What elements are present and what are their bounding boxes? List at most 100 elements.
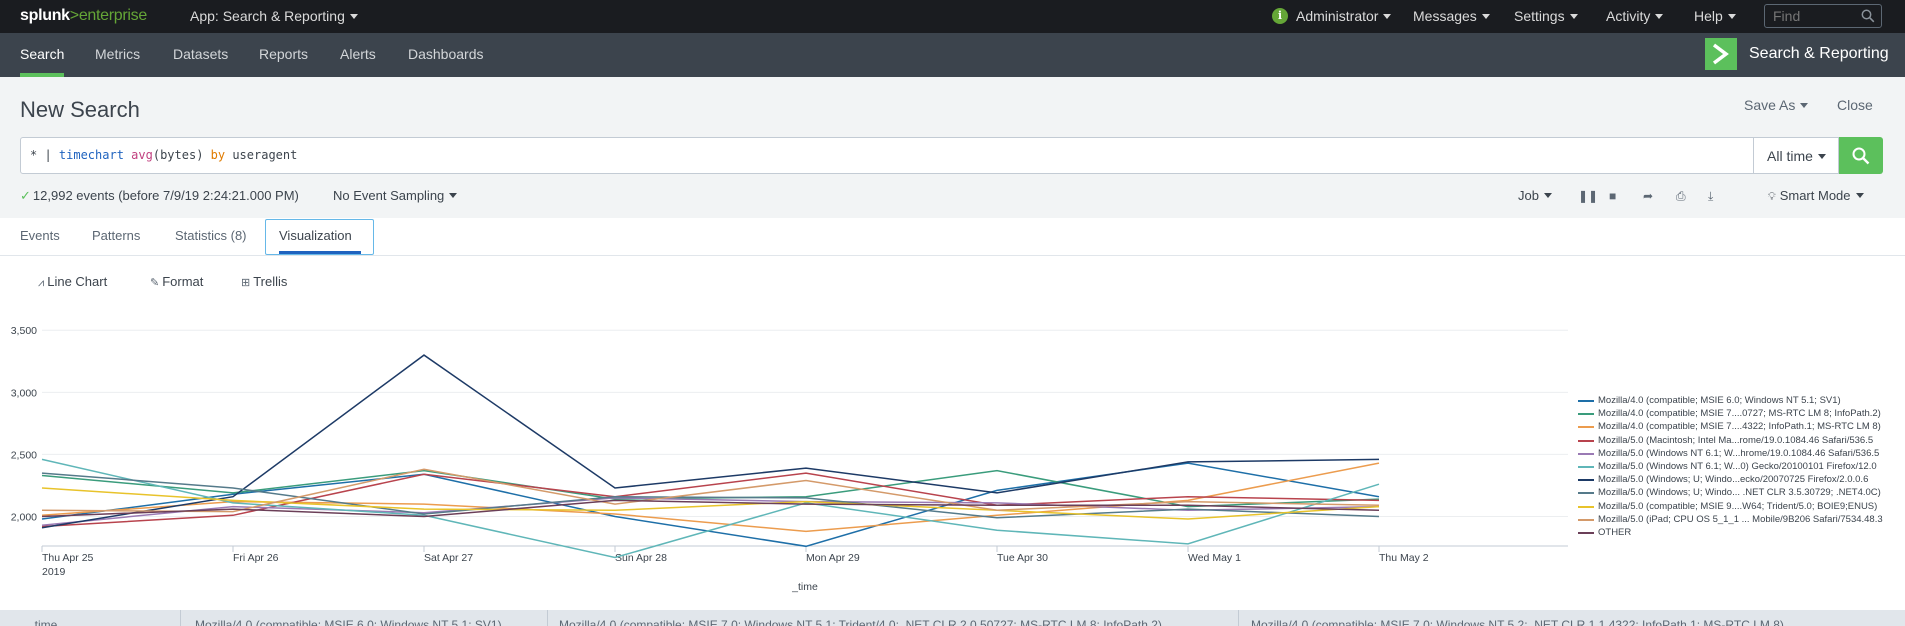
active-tab-indicator — [20, 73, 64, 77]
active-tab-indicator — [279, 251, 361, 254]
chart-type-button[interactable]: ⩘ Line Chart — [38, 274, 108, 289]
legend-item[interactable]: Mozilla/5.0 (Windows; U; Windo... .NET C… — [1578, 486, 1883, 499]
legend-label: Mozilla/4.0 (compatible; MSIE 6.0; Windo… — [1598, 395, 1841, 406]
tab-reports[interactable]: Reports — [259, 46, 309, 62]
app-logo-icon — [1705, 38, 1737, 70]
legend-swatch — [1578, 505, 1594, 508]
x-tick-label: Wed May 1 — [1188, 552, 1241, 564]
close-button[interactable]: Close — [1837, 97, 1873, 113]
legend-item[interactable]: Mozilla/4.0 (compatible; MSIE 7....0727;… — [1578, 407, 1883, 420]
share-icon[interactable]: ➦ — [1643, 189, 1654, 203]
format-button[interactable]: ✎ Format — [150, 274, 204, 289]
legend-swatch — [1578, 479, 1594, 482]
tab-search[interactable]: Search — [20, 46, 65, 62]
y-tick-label: 2,000 — [11, 512, 37, 524]
legend-item[interactable]: Mozilla/4.0 (compatible; MSIE 7....4322;… — [1578, 420, 1883, 433]
grid-icon: ⊞ — [241, 277, 251, 289]
x-tick-label: Sat Apr 27 — [424, 552, 473, 564]
x-tick-label: Thu Apr 25 — [42, 552, 94, 564]
chevron-down-icon — [1800, 103, 1809, 108]
x-axis-label: _time — [791, 581, 818, 593]
legend-item[interactable]: OTHER — [1578, 526, 1883, 539]
trellis-button[interactable]: ⊞ Trellis — [241, 274, 288, 289]
legend-swatch — [1578, 492, 1594, 495]
messages-menu[interactable]: Messages — [1413, 8, 1490, 24]
page-title: New Search — [20, 97, 140, 122]
app-menu[interactable]: App: Search & Reporting — [190, 8, 358, 24]
search-mode-menu[interactable]: 💡︎ Smart Mode — [1768, 188, 1864, 204]
event-sampling-menu[interactable]: No Event Sampling — [333, 188, 458, 203]
find-box — [1764, 4, 1882, 28]
legend-item[interactable]: Mozilla/5.0 (Macintosh; Intel Ma...rome/… — [1578, 434, 1883, 447]
administrator-menu[interactable]: Administrator — [1296, 8, 1392, 24]
column-header-time[interactable]: _time — [28, 618, 58, 626]
x-tick-year-label: 2019 — [42, 566, 66, 578]
legend-item[interactable]: Mozilla/5.0 (compatible; MSIE 9....W64; … — [1578, 500, 1883, 513]
search-icon — [1852, 147, 1870, 165]
help-menu[interactable]: Help — [1694, 8, 1736, 24]
chart-legend: Mozilla/4.0 (compatible; MSIE 6.0; Windo… — [1578, 394, 1883, 539]
save-as-button[interactable]: Save As — [1744, 97, 1809, 113]
chevron-down-icon — [349, 14, 358, 19]
job-menu[interactable]: Job — [1518, 188, 1552, 203]
legend-item[interactable]: Mozilla/5.0 (Windows NT 6.1; W...0) Geck… — [1578, 460, 1883, 473]
column-header[interactable]: Mozilla/4.0 (compatible; MSIE 7.0; Windo… — [1251, 618, 1784, 626]
legend-swatch — [1578, 400, 1594, 402]
tab-dashboards[interactable]: Dashboards — [408, 46, 484, 62]
search-icon[interactable] — [1861, 9, 1875, 23]
series-line — [41, 499, 1380, 518]
stop-icon[interactable]: ■ — [1609, 189, 1617, 203]
column-header[interactable]: Mozilla/4.0 (compatible; MSIE 7.0; Windo… — [559, 618, 1162, 626]
legend-swatch — [1578, 413, 1594, 416]
series-line — [41, 487, 1380, 520]
column-separator — [1238, 610, 1239, 626]
splunk-logo[interactable]: splunk>enterprise — [20, 7, 147, 24]
settings-menu[interactable]: Settings — [1514, 8, 1578, 24]
legend-label: Mozilla/4.0 (compatible; MSIE 7....4322;… — [1598, 421, 1881, 433]
pause-icon[interactable]: ❚❚ — [1578, 189, 1599, 203]
tab-alerts[interactable]: Alerts — [340, 46, 376, 62]
chevron-down-icon — [1655, 14, 1664, 19]
results-tabs: Events Patterns Statistics (8) Visualiza… — [0, 218, 1905, 256]
info-icon[interactable]: i — [1272, 8, 1288, 24]
search-button[interactable] — [1839, 137, 1883, 174]
legend-label: Mozilla/5.0 (Windows; U; Windo...ecko/20… — [1598, 474, 1869, 486]
results-table-header: _time Mozilla/4.0 (compatible; MSIE 6.0;… — [0, 610, 1905, 626]
series-line — [41, 354, 1380, 529]
search-query[interactable]: * | timechart avg(bytes) by useragent — [30, 148, 298, 162]
column-header[interactable]: Mozilla/4.0 (compatible; MSIE 6.0; Windo… — [195, 618, 502, 626]
tab-datasets[interactable]: Datasets — [173, 46, 229, 62]
x-tick-label: Sun Apr 28 — [615, 552, 667, 564]
find-input[interactable] — [1765, 5, 1855, 27]
check-icon: ✓ — [20, 188, 31, 203]
tab-metrics[interactable]: Metrics — [95, 46, 141, 62]
export-icon[interactable]: ⤓ — [1708, 189, 1714, 203]
legend-item[interactable]: Mozilla/5.0 (iPad; CPU OS 5_1_1 ... Mobi… — [1578, 513, 1883, 526]
legend-label: Mozilla/5.0 (Macintosh; Intel Ma...rome/… — [1598, 434, 1874, 446]
y-tick-label: 3,500 — [11, 325, 37, 337]
legend-swatch — [1578, 518, 1594, 521]
legend-swatch — [1578, 426, 1594, 429]
legend-item[interactable]: Mozilla/4.0 (compatible; MSIE 6.0; Windo… — [1578, 394, 1883, 407]
x-tick-label: Tue Apr 30 — [997, 552, 1048, 564]
y-tick-label: 2,500 — [11, 449, 37, 461]
legend-label: Mozilla/4.0 (compatible; MSIE 7....0727;… — [1598, 408, 1881, 420]
chevron-down-icon — [1727, 14, 1736, 19]
legend-label: Mozilla/5.0 (Windows NT 6.1; W...hrome/1… — [1598, 447, 1880, 459]
tab-events[interactable]: Events — [20, 228, 60, 243]
search-input[interactable]: * | timechart avg(bytes) by useragent — [20, 137, 1754, 174]
tab-statistics[interactable]: Statistics (8) — [175, 228, 247, 243]
app-bar: Search Metrics Datasets Reports Alerts D… — [0, 33, 1905, 77]
activity-menu[interactable]: Activity — [1606, 8, 1664, 24]
print-icon[interactable]: ⎙ — [1676, 189, 1686, 203]
legend-item[interactable]: Mozilla/5.0 (Windows NT 6.1; W...hrome/1… — [1578, 447, 1883, 460]
legend-item[interactable]: Mozilla/5.0 (Windows; U; Windo...ecko/20… — [1578, 473, 1883, 486]
x-tick-label: Fri Apr 26 — [233, 552, 279, 564]
chevron-down-icon — [1817, 154, 1826, 159]
lightbulb-icon: 💡︎ — [1768, 191, 1776, 203]
chevron-down-icon — [1569, 14, 1578, 19]
time-range-picker[interactable]: All time — [1753, 137, 1839, 174]
tab-patterns[interactable]: Patterns — [92, 228, 141, 243]
app-title[interactable]: Search & Reporting — [1749, 45, 1889, 62]
tab-visualization[interactable]: Visualization — [279, 228, 352, 243]
